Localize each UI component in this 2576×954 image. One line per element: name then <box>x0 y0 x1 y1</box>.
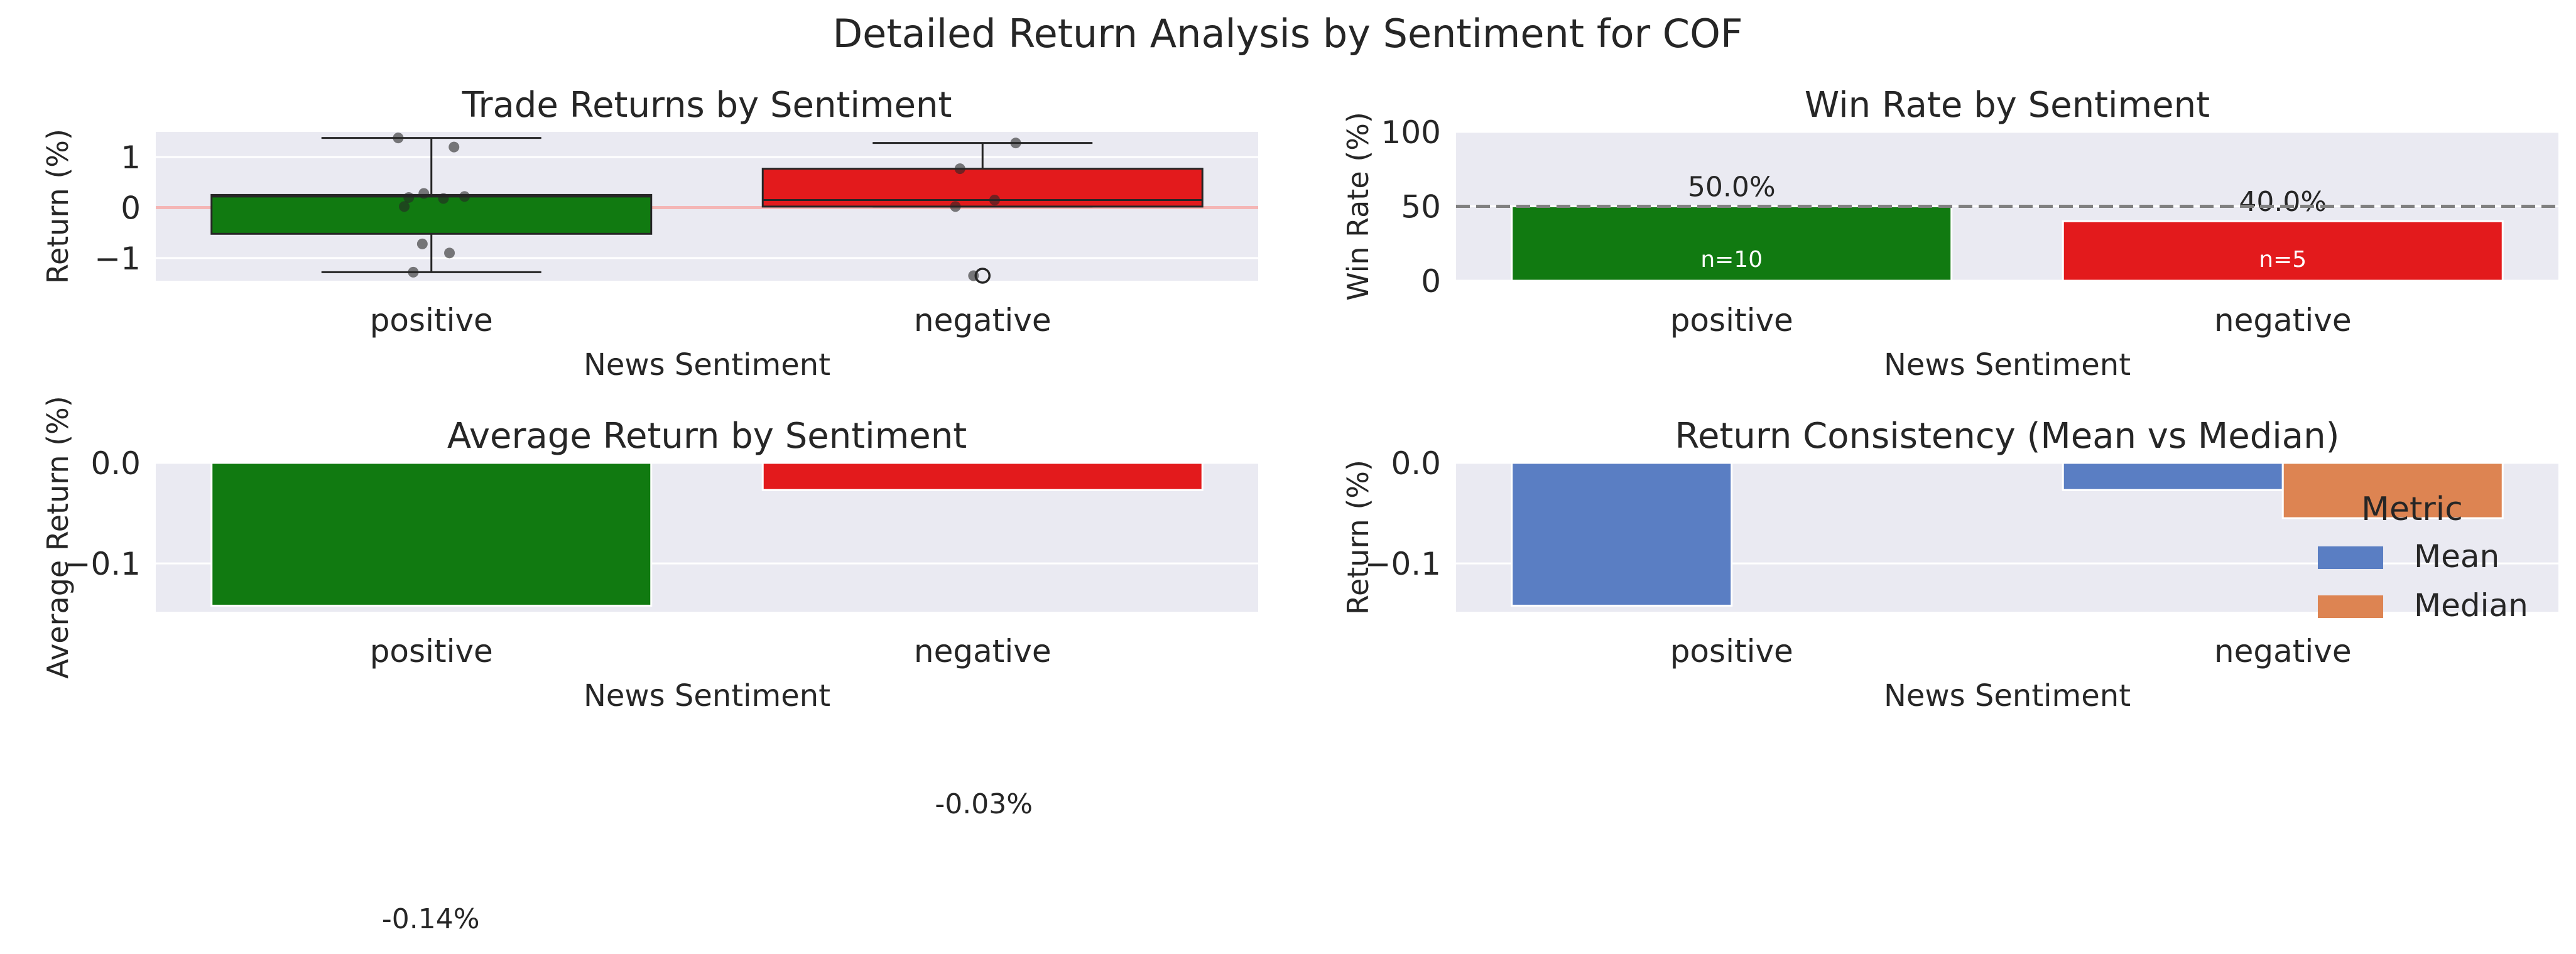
y-axis-label: Average Return (%) <box>41 396 75 678</box>
strip-point <box>418 188 430 199</box>
xtick-label: positive <box>1670 633 1793 669</box>
panel-title: Return Consistency (Mean vs Median) <box>1675 416 2340 457</box>
bar-positive <box>1511 205 1953 282</box>
bar-value-label: -0.14% <box>382 903 480 935</box>
strip-point <box>989 194 1000 205</box>
xtick-label: negative <box>2214 302 2352 339</box>
ytick-label: −0.1 <box>65 546 141 582</box>
legend-title: Metric <box>2361 491 2463 528</box>
panel-title: Trade Returns by Sentiment <box>462 85 952 126</box>
panel-title: Average Return by Sentiment <box>447 416 967 457</box>
y-axis-label: Return (%) <box>41 129 75 284</box>
bar-mean-negative <box>2062 462 2284 491</box>
y-axis-label: Return (%) <box>1341 460 1375 615</box>
ytick-label: 0 <box>121 190 141 227</box>
bar-value-label: 40.0% <box>2239 186 2327 218</box>
ytick-label: 1 <box>121 139 141 176</box>
bar-positive <box>210 462 653 607</box>
bar-value-label: 50.0% <box>1688 171 1776 203</box>
panel-return-consistency: 0.0 −0.1 positive negative Return Consistenc… <box>1341 416 2558 713</box>
legend: Metric Mean Median <box>2318 491 2528 624</box>
strip-point <box>448 141 460 153</box>
ytick-label: 100 <box>1381 114 1441 151</box>
bar-count-label: n=5 <box>2259 247 2307 273</box>
bar-value-label: -0.03% <box>935 788 1033 820</box>
strip-point <box>968 270 979 281</box>
xtick-label: negative <box>2214 633 2352 669</box>
box-positive <box>210 193 653 235</box>
strip-point <box>1010 138 1021 149</box>
strip-point <box>950 201 961 212</box>
bar-negative <box>2062 220 2504 282</box>
panels: 1 0 −1 positive negative Trade Returns by Sen… <box>41 85 2558 935</box>
strip-point <box>459 191 470 202</box>
bar-median-negative <box>2281 462 2504 519</box>
bar-count-label: n=10 <box>1700 247 1763 273</box>
panel-title: Win Rate by Sentiment <box>1805 85 2210 126</box>
x-axis-label: News Sentiment <box>584 678 830 713</box>
strip-point <box>408 266 419 278</box>
strip-point <box>954 163 965 175</box>
y-axis-label: Win Rate (%) <box>1341 112 1375 301</box>
legend-swatch-mean <box>2318 546 2383 569</box>
x-axis-label: News Sentiment <box>1884 678 2131 713</box>
ytick-label: 0.0 <box>1391 445 1441 482</box>
bar-mean-positive <box>1511 462 1733 607</box>
ytick-label: 0 <box>1421 263 1441 300</box>
bar-negative <box>761 462 1204 491</box>
strip-point <box>416 238 428 249</box>
xtick-label: positive <box>370 302 493 339</box>
strip-point <box>393 133 404 144</box>
strip-point <box>444 247 455 259</box>
xtick-label: negative <box>914 633 1052 669</box>
xtick-label: positive <box>1670 302 1793 339</box>
ytick-label: −1 <box>94 241 141 277</box>
ytick-label: −0.1 <box>1365 546 1441 582</box>
legend-label: Mean <box>2414 538 2499 575</box>
xtick-label: negative <box>914 302 1052 339</box>
xtick-label: positive <box>370 633 493 669</box>
panel-average-return: 0.0 −0.1 positive negative Average Return by… <box>41 396 1258 935</box>
figure-suptitle: Detailed Return Analysis by Sentiment fo… <box>832 11 1742 57</box>
ytick-label: 0.0 <box>90 445 141 482</box>
legend-swatch-median <box>2318 595 2383 618</box>
strip-point <box>438 193 449 204</box>
panel-trade-returns: 1 0 −1 positive negative Trade Returns by Sen… <box>41 85 1258 382</box>
strip-point <box>399 201 410 212</box>
x-axis-label: News Sentiment <box>584 347 830 382</box>
strip-point <box>403 192 415 203</box>
panel-win-rate: 100 50 0 positive negative Win Rate by Sentim… <box>1341 85 2558 382</box>
ytick-label: 50 <box>1401 189 1441 225</box>
legend-label: Median <box>2414 587 2528 624</box>
x-axis-label: News Sentiment <box>1884 347 2131 382</box>
